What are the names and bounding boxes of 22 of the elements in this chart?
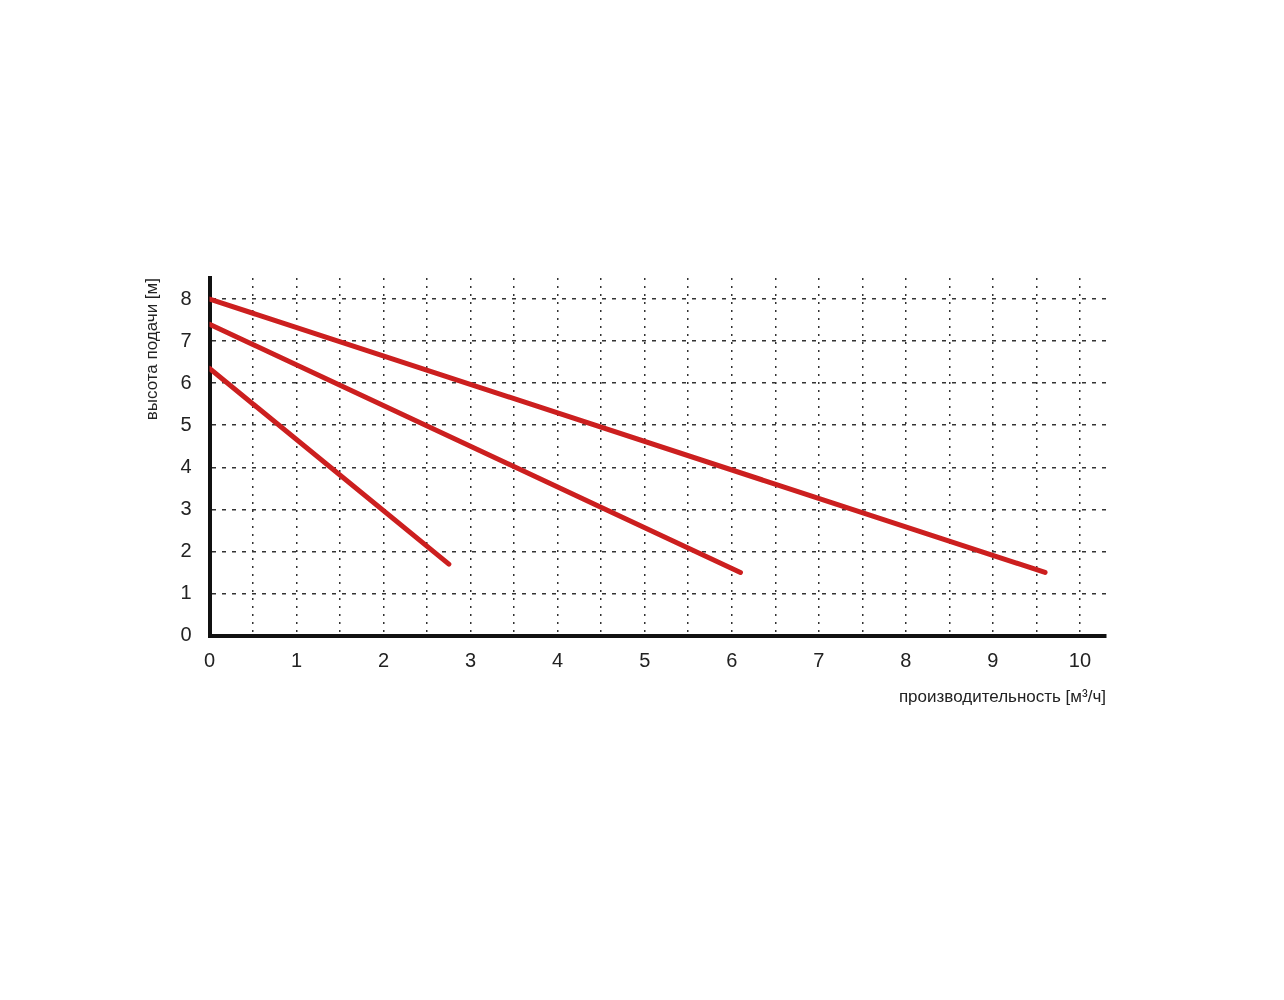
x-tick-label: 9 xyxy=(987,649,999,672)
y-tick-label: 2 xyxy=(180,538,192,561)
y-tick-label: 8 xyxy=(180,286,192,309)
y-tick-label: 1 xyxy=(180,581,192,604)
x-tick-label: 2 xyxy=(378,649,390,672)
x-tick-label: 6 xyxy=(726,649,738,672)
y-tick-label: 3 xyxy=(180,496,192,519)
y-tick-label: 5 xyxy=(180,412,192,435)
x-axis-title: производительность [м³/ч] xyxy=(898,687,1106,707)
y-tick-label: 7 xyxy=(180,328,192,351)
x-tick-label: 10 xyxy=(1068,649,1092,672)
x-tick-label: 7 xyxy=(813,649,825,672)
x-tick-label: 0 xyxy=(203,649,216,672)
x-tick-label: 5 xyxy=(639,649,651,672)
x-tick-label: 1 xyxy=(291,649,303,672)
y-tick-label: 0 xyxy=(180,623,192,646)
x-tick-label: 8 xyxy=(900,649,912,672)
y-axis-title: высота подачи [м] xyxy=(141,278,161,421)
x-tick-label: 3 xyxy=(465,649,477,672)
y-tick-label: 6 xyxy=(180,370,192,393)
x-tick-label: 4 xyxy=(552,649,564,672)
y-tick-label: 4 xyxy=(180,454,192,477)
